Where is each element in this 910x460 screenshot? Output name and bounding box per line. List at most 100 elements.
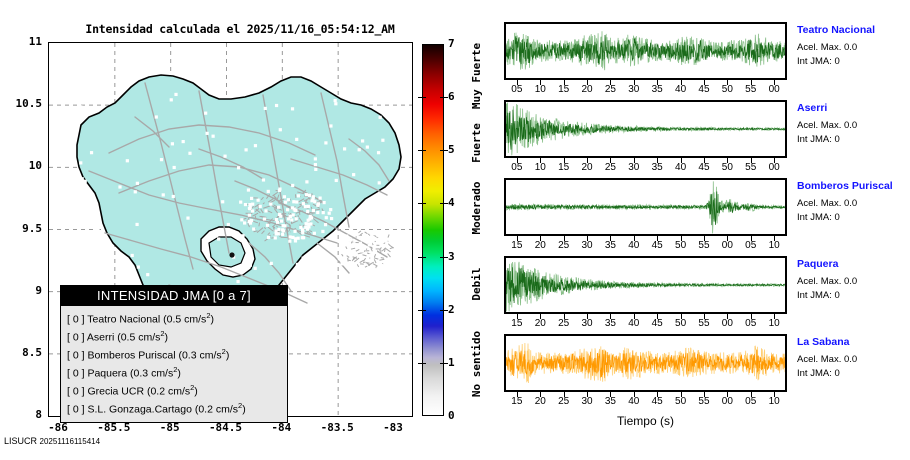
xaxis-tick-label: 00 [721,240,733,251]
colorbar-tick [418,150,426,152]
legend-row-close: ) [242,403,246,416]
xaxis-tick-label: 45 [651,318,663,329]
xaxis-tick-label: 35 [604,318,616,329]
xaxis-tick [516,236,518,241]
xaxis-tick [587,392,589,397]
xaxis-tick [750,158,752,163]
station-max-acceleration: Acel. Max. 0.0 [797,42,858,53]
colorbar-category-label: No sentido [470,330,483,398]
xaxis-tick-label: 45 [651,240,663,251]
xaxis-tick [680,158,682,163]
xaxis-tick [774,236,776,241]
waveform-panel[interactable] [504,178,787,236]
station-jma-intensity: Int JMA: 0 [797,212,840,223]
colorbar-tick [440,150,448,152]
xaxis-tick [563,392,565,397]
xaxis-tick [750,236,752,241]
xaxis-tick-label: 55 [745,162,757,173]
colorbar-tick-label: 2 [448,302,455,316]
station-name[interactable]: Aserri [797,102,828,114]
xaxis-tick [587,236,589,241]
legend-row: [ 0 ] S.L. Gonzaga.Cartago (0.2 cm/s2) [67,399,281,417]
xaxis-tick-label: 20 [581,84,593,95]
xaxis-tick-label: 40 [628,240,640,251]
xaxis-tick [563,158,565,163]
legend-row-close: ) [210,313,214,326]
xaxis-tick [633,80,635,85]
legend-row-value: [ 0 ] [67,313,88,326]
xaxis-tick-label: 20 [534,318,546,329]
xaxis-tick [774,80,776,85]
xaxis-tick [750,80,752,85]
xaxis-tick-label: 30 [628,162,640,173]
colorbar-tick-label: 6 [448,90,455,104]
xaxis-tick-label: 00 [768,84,780,95]
xaxis-tick [680,236,682,241]
lat-tick-label: 10.5 [15,97,43,111]
waveform-panel[interactable] [504,22,787,80]
xaxis-tick-label: 20 [534,240,546,251]
xaxis-tick [516,314,518,319]
legend-row-exponent: 2 [160,329,165,338]
waveform-xaxis: 15 20 25 30 35 40 45 50 55 00 05 10 [504,392,787,408]
colorbar-category-label: Fuerte [470,122,483,163]
xaxis-tick [540,80,542,85]
xaxis-tick [540,314,542,319]
waveform-panel[interactable] [504,334,787,392]
waveform-xaxis: 15 20 25 30 35 40 45 50 55 00 05 10 [504,236,787,252]
xaxis-tick-label: 45 [651,396,663,407]
waveform-trace [506,102,785,156]
lat-tick-label: 8 [35,408,42,421]
xaxis-tick [657,314,659,319]
station-name[interactable]: Bomberos Puriscal [797,180,893,192]
footer-agency: LISUCR [4,436,38,446]
xaxis-tick [610,392,612,397]
waveform-trace [506,181,785,234]
waveform-trace [506,342,785,384]
xaxis-tick-label: 25 [558,396,570,407]
xaxis-tick-label: 45 [698,84,710,95]
xaxis-tick-label: 50 [721,162,733,173]
lon-tick-label: -83 [383,421,403,434]
xaxis-tick-label: 40 [675,162,687,173]
legend-row: [ 0 ] Aserri (0.5 cm/s2) [67,327,281,345]
colorbar-tick [440,256,448,258]
legend-row: [ 0 ] Bomberos Puriscal (0.3 cm/s2) [67,345,281,363]
page-title: Intensidad calculada el 2025/11/16_05:54… [85,22,395,36]
station-max-acceleration: Acel. Max. 0.0 [797,198,858,209]
xaxis-tick-label: 00 [721,396,733,407]
xaxis-tick [587,314,589,319]
xaxis-tick [703,236,705,241]
waveform-panel[interactable] [504,100,787,158]
station-name[interactable]: Teatro Nacional [797,24,875,36]
xaxis-tick-label: 25 [558,240,570,251]
station-name[interactable]: Paquera [797,258,839,270]
legend-row-exponent: 2 [221,347,226,356]
xaxis-tick-label: 55 [745,84,757,95]
legend-row-station: Bomberos Puriscal (0.3 cm/s [87,349,222,362]
xaxis-tick-label: 35 [604,396,616,407]
legend-row-close: ) [164,331,169,344]
xaxis-tick-label: 35 [604,240,616,251]
xaxis-tick [657,236,659,241]
lat-tick-label: 9.5 [22,221,42,235]
station-name[interactable]: La Sabana [797,336,850,348]
waveform-panel[interactable] [504,256,787,314]
legend-title: INTENSIDAD JMA [0 a 7] [61,286,287,306]
legend-row: [ 0 ] Teatro Nacional (0.5 cm/s2) [67,309,281,327]
xaxis-tick [540,236,542,241]
lat-tick-label: 9 [35,283,42,297]
lon-tick-label: -85 [159,421,180,434]
footer: LISUCR 20251116115414 [4,436,100,446]
legend-row-exponent: 2 [238,401,243,410]
legend-row-value: [ 0 ] [67,349,88,362]
legend-row-value: [ 0 ] [67,367,88,380]
xaxis-tick-label: 50 [675,318,687,329]
xaxis-tick [610,80,612,85]
intensity-colorbar: 7 6 5 4 3 2 1 0 Muy Fuerte Fuerte Moderado Debil No … [418,37,483,422]
xaxis-tick [680,80,682,85]
xaxis-tick [563,314,565,319]
xaxis-tick [563,236,565,241]
colorbar-tick [418,203,426,205]
